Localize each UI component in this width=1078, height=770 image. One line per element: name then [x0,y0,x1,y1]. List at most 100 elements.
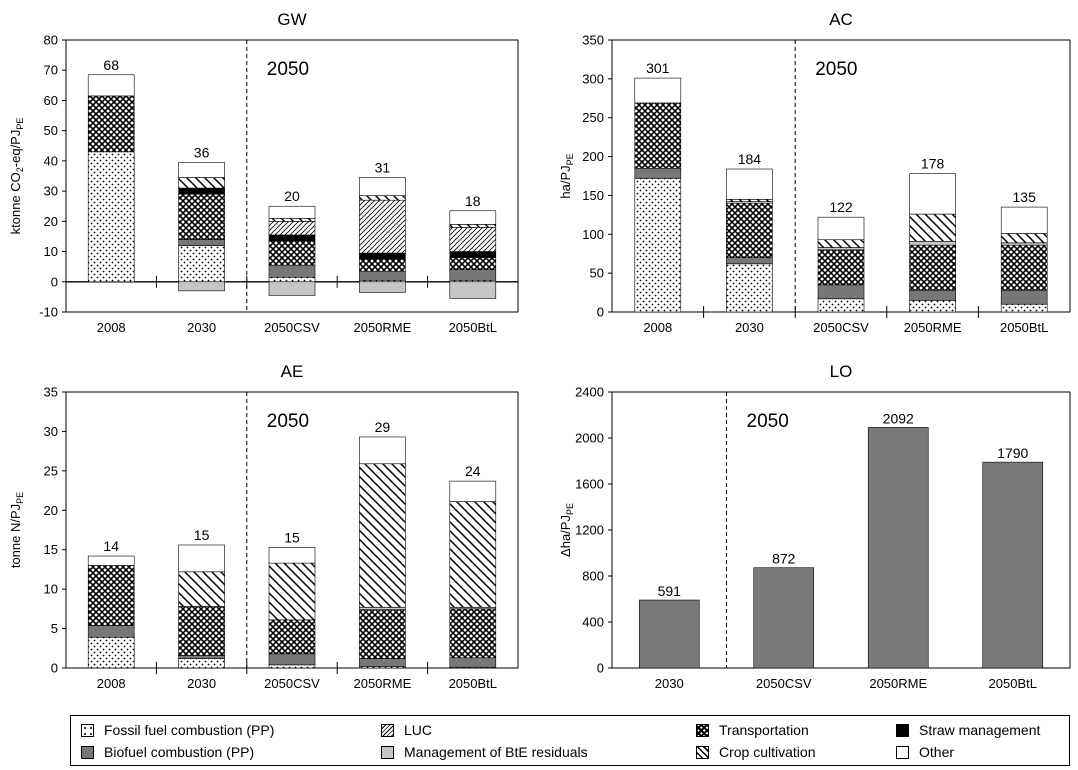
y-tick-label-lo: 1200 [575,523,604,538]
value-label-lo: 1790 [997,445,1028,461]
straw-swatch [896,723,909,737]
x-tick-label-ae: 2030 [187,676,216,691]
y-tick-label-lo: 1600 [575,477,604,492]
legend-item-transport: Transportation [696,721,809,739]
bar-segment-biofuel [268,264,316,278]
total-label-ac: 184 [738,151,762,167]
legend: Fossil fuel combustion (PP) Biofuel comb… [70,715,1070,766]
bar-segment-crop [449,224,497,228]
y-tick-label-ae: 25 [44,463,58,478]
residuals-swatch [381,745,394,759]
bar-segment-luc [268,221,316,236]
y-tick-label-gw: 20 [44,214,58,229]
bar-segment-fossil [634,178,682,313]
bar-segment-biofuel [909,289,956,301]
total-label-ac: 178 [921,156,945,172]
bar-segment-other [1000,206,1048,234]
legend-item-residuals: Management of BtE residuals [381,743,588,761]
bar-segment-other [449,480,497,502]
period-label-lo: 2050 [747,411,789,432]
y-tick-label-gw: 70 [44,63,58,78]
bar-segment-crop [817,239,865,248]
legend-item-straw: Straw management [896,721,1040,739]
y-tick-label-gw: 10 [44,244,58,259]
chart-title-gw: GW [277,10,306,29]
x-tick-label-lo: 2050BtL [989,676,1037,691]
bar-segment-biofuel [726,257,773,265]
bar-segment-other [178,162,225,178]
bar-segment-transport [268,240,316,266]
bar-segment-other [87,74,135,97]
bar-segment-fossil [178,245,225,283]
legend-label-biofuel: Biofuel combustion (PP) [104,744,255,760]
bar-segment-luc [449,227,497,252]
bar-segment-transport [359,258,406,272]
bar-segment-transport [178,606,225,656]
x-tick-label-gw: 2050RME [353,320,411,335]
bar-segment-other [909,173,956,215]
chart-ac: AC 0 50 100 150 200 250 300 350 ha/PJPE 2008 2030 20… [558,10,1071,335]
bar-segment-fossil [268,664,316,669]
y-tick-label-lo: 800 [582,569,604,584]
total-label-ae: 15 [284,529,300,545]
y-tick-label-ae: 0 [51,661,58,676]
x-tick-label-ac: 2050RME [904,320,962,335]
period-label-ac: 2050 [815,59,857,80]
legend-label-residuals: Management of BtE residuals [404,744,588,760]
y-tick-label-ae: 5 [51,621,58,636]
y-tick-label-lo: 0 [597,661,604,676]
bar-segment-fossil [1000,303,1048,313]
bar-segment-other [268,547,316,564]
y-tick-label-ae: 30 [44,424,58,439]
bar-segment-fossil [178,658,225,669]
bar-segment-residuals [909,240,956,246]
y-tick-label-lo: 2000 [575,431,604,446]
chart-ae: AE 0 5 10 15 20 25 30 35 tonne N/PJPE 2008 2030 2050… [8,362,519,691]
bar-segment-other [178,544,225,573]
legend-item-biofuel: Biofuel combustion (PP) [81,743,254,761]
bar-segment-straw [268,234,316,242]
biofuel-swatch [81,745,94,759]
legend-label-crop: Crop cultivation [719,744,816,760]
bar-segment-fossil [87,636,135,669]
x-tick-label-ae: 2050RME [353,676,411,691]
value-label-lo: 591 [658,583,682,599]
bar-segment-other [634,77,682,104]
y-tick-label-gw: -10 [39,305,58,320]
bar-segment-crop [449,501,497,608]
legend-label-other: Other [919,744,955,760]
y-tick-label-ae: 15 [44,542,58,557]
x-tick-label-ac: 2030 [735,320,764,335]
value-label-lo: 872 [772,551,796,567]
y-tick-label-ac: 100 [582,227,604,242]
bar-segment-residuals [1000,242,1048,246]
bar-segment-fossil [268,276,316,283]
y-tick-label-gw: 0 [51,274,58,289]
luc-swatch [381,723,394,737]
y-axis-label-ac: ha/PJPE [558,153,575,198]
y-tick-label-ac: 300 [582,71,604,86]
x-tick-label-ae: 2008 [97,676,126,691]
bar-segment-other [726,168,773,200]
bar-segment-transport [359,609,406,659]
bar-segment-crop [1000,233,1048,244]
total-label-gw: 31 [375,160,391,176]
x-tick-label-lo: 2030 [655,676,684,691]
total-label-gw: 18 [465,193,481,209]
legend-item-other: Other [896,743,954,761]
total-label-ae: 15 [194,527,210,543]
fossil-swatch [81,723,94,737]
y-axis-label-gw: ktonne CO2-eq/PJPE [8,118,25,235]
bar-segment-fossil [87,151,135,283]
bar-segment-crop [359,195,406,201]
y-tick-label-gw: 60 [44,93,58,108]
total-label-ac: 135 [1013,189,1037,205]
y-tick-label-gw: 30 [44,184,58,199]
y-tick-label-ac: 50 [590,266,604,281]
total-label-ac: 301 [646,60,670,76]
bar-segment-transport [726,202,773,258]
bar-segment-residuals [817,247,865,251]
x-tick-label-gw: 2008 [97,320,126,335]
bar-segment-other [449,210,497,225]
y-tick-label-lo: 400 [582,615,604,630]
